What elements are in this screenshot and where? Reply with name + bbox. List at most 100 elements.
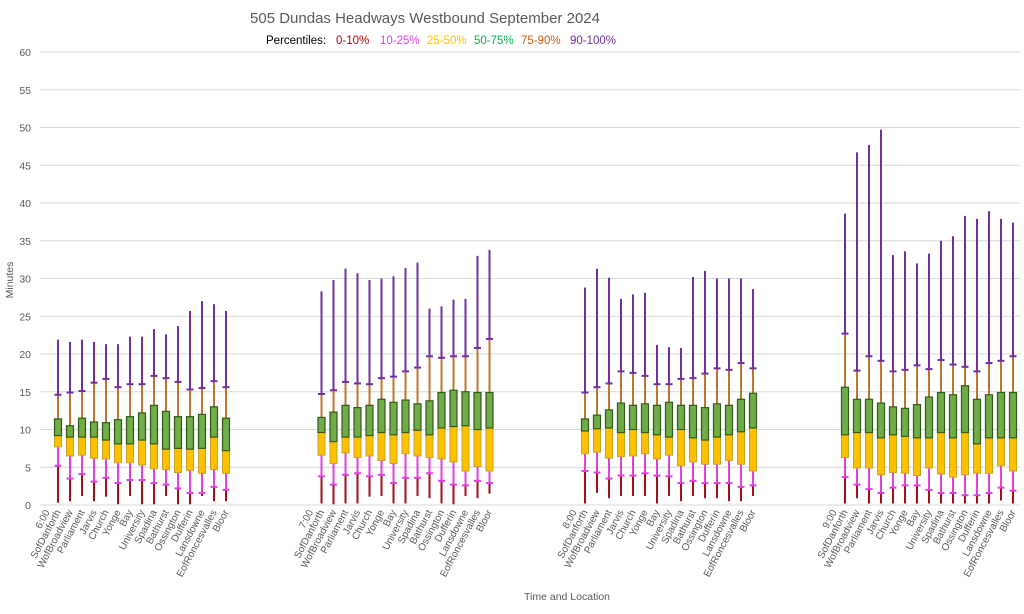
y-tick-label: 5 bbox=[25, 462, 31, 474]
box-p50-p75 bbox=[449, 389, 458, 428]
box-p50-p75 bbox=[676, 404, 686, 431]
box-p25-p50 bbox=[641, 432, 649, 455]
box-p25-p50 bbox=[593, 428, 601, 453]
box-p25-p50 bbox=[54, 435, 62, 448]
box-p50-p75 bbox=[113, 419, 123, 445]
box-p25-p50 bbox=[985, 437, 993, 474]
box-8:00-Spadina bbox=[676, 347, 686, 502]
box-9:00-Church bbox=[888, 255, 898, 504]
box-p50-p75 bbox=[900, 407, 910, 437]
y-tick-label: 10 bbox=[19, 425, 31, 437]
box-6:00-SofDanforth bbox=[53, 339, 63, 503]
box-p25-p50 bbox=[66, 436, 74, 457]
box-p25-p50 bbox=[90, 436, 98, 459]
box-p50-p75 bbox=[365, 404, 374, 437]
box-p25-p50 bbox=[749, 427, 757, 472]
box-p50-p75 bbox=[948, 394, 958, 439]
box-8:00-Dufferin bbox=[712, 278, 722, 499]
box-p50-p75 bbox=[840, 386, 850, 436]
y-tick-label: 15 bbox=[19, 387, 31, 399]
box-7:00-Lansdowne bbox=[461, 298, 470, 496]
box-p25-p50 bbox=[925, 437, 933, 469]
box-p25-p50 bbox=[713, 436, 721, 465]
box-6:00-Spadina bbox=[149, 329, 159, 505]
box-p50-p75 bbox=[389, 401, 398, 436]
box-p25-p50 bbox=[913, 437, 921, 477]
y-tick-label: 35 bbox=[19, 236, 31, 248]
box-p50-p75 bbox=[616, 402, 626, 434]
box-6:00-Lansdowne bbox=[197, 301, 207, 496]
box-p50-p75 bbox=[664, 401, 674, 438]
box-p25-p50 bbox=[701, 439, 709, 465]
box-8:00-WofBroadview bbox=[592, 268, 602, 493]
box-p25-p50 bbox=[401, 432, 410, 455]
box-9:00-Yonge bbox=[900, 251, 910, 504]
box-9:00-Parliament bbox=[864, 144, 874, 504]
box-p25-p50 bbox=[949, 437, 957, 478]
x-axis-labels: SofDanforthWofBroadviewParliamentJarvisC… bbox=[29, 508, 1019, 580]
box-9:00-SofDanforth bbox=[840, 213, 850, 504]
box-p50-p75 bbox=[628, 404, 638, 431]
box-p50-p75 bbox=[888, 406, 898, 436]
box-9:00-University bbox=[924, 253, 934, 504]
box-p50-p75 bbox=[748, 392, 758, 429]
box-p25-p50 bbox=[365, 435, 374, 457]
box-9:00-Lansdowne bbox=[984, 211, 994, 504]
box-p50-p75 bbox=[221, 417, 231, 452]
box-p25-p50 bbox=[725, 434, 733, 461]
box-p25-p50 bbox=[114, 443, 122, 464]
box-p50-p75 bbox=[604, 409, 614, 429]
box-8:00-Bay bbox=[652, 344, 662, 504]
box-p25-p50 bbox=[973, 443, 981, 474]
chart-title: 505 Dundas Headways Westbound September … bbox=[250, 10, 600, 27]
box-p25-p50 bbox=[437, 427, 446, 460]
box-p25-p50 bbox=[78, 436, 86, 456]
box-p50-p75 bbox=[736, 398, 746, 433]
box-9:00-EofRoncesvalles bbox=[996, 218, 1006, 501]
box-p25-p50 bbox=[877, 437, 885, 476]
box-7:00-Bathurst bbox=[425, 308, 434, 499]
box-p50-p75 bbox=[960, 385, 970, 434]
box-p25-p50 bbox=[341, 436, 350, 454]
box-8:00-Church bbox=[628, 294, 638, 496]
box-8:00-SofDanforth bbox=[580, 287, 590, 504]
box-9:00-Jarvis bbox=[876, 129, 886, 504]
box-p25-p50 bbox=[1009, 437, 1017, 472]
box-p25-p50 bbox=[665, 436, 673, 456]
box-p50-p75 bbox=[77, 417, 87, 438]
y-tick-label: 40 bbox=[19, 198, 31, 210]
box-p50-p75 bbox=[149, 404, 159, 445]
box-p25-p50 bbox=[317, 432, 326, 456]
box-p25-p50 bbox=[485, 427, 494, 472]
box-6:00-University bbox=[137, 336, 147, 505]
box-p50-p75 bbox=[401, 399, 410, 434]
box-p50-p75 bbox=[652, 404, 662, 436]
box-6:00-Bloor bbox=[221, 310, 231, 502]
box-p25-p50 bbox=[461, 425, 470, 472]
box-6:00-Church bbox=[101, 344, 111, 497]
box-p50-p75 bbox=[125, 416, 135, 445]
box-p25-p50 bbox=[162, 448, 170, 471]
box-p50-p75 bbox=[161, 410, 171, 450]
box-p25-p50 bbox=[425, 434, 434, 458]
box-8:00-Parliament bbox=[604, 277, 614, 499]
y-axis-ticks: 0 5 10 15 20 25 30 35 40 45 50 55 60 bbox=[19, 47, 31, 512]
box-6:00-Jarvis bbox=[89, 341, 99, 502]
box-p25-p50 bbox=[222, 450, 230, 474]
box-9:00-Ossington bbox=[960, 215, 970, 504]
legend-entry-75-90: 75-90% bbox=[521, 35, 561, 47]
box-6:00-Dufferin bbox=[185, 310, 195, 505]
box-p25-p50 bbox=[150, 443, 158, 470]
box-6:00-Bathurst bbox=[161, 334, 171, 496]
box-p50-p75 bbox=[876, 402, 886, 439]
box-p25-p50 bbox=[198, 447, 206, 474]
box-p50-p75 bbox=[437, 391, 446, 429]
y-tick-label: 30 bbox=[19, 274, 31, 286]
box-p25-p50 bbox=[102, 439, 110, 460]
box-p50-p75 bbox=[592, 414, 602, 430]
box-p50-p75 bbox=[101, 422, 111, 441]
legend-entry-0-10: 0-10% bbox=[336, 35, 369, 47]
box-7:00-Yonge bbox=[377, 278, 386, 496]
box-7:00-Ossington bbox=[437, 306, 446, 504]
